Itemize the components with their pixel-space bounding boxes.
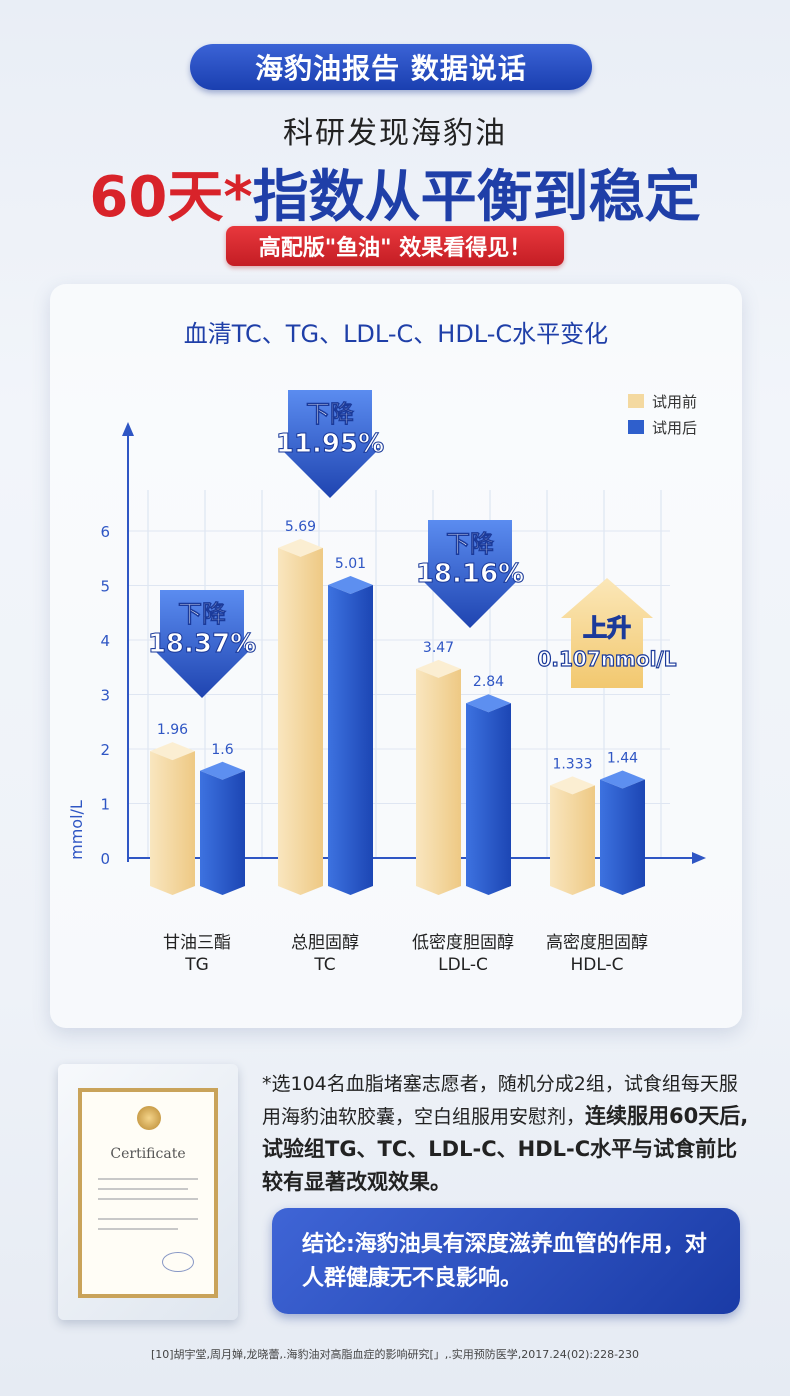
note-part1: *选104名血脂堵塞志愿者，随机分成2组，试食组每天服用海豹油软胶囊，空白组服用… <box>262 1073 738 1128</box>
cert-text-line <box>98 1188 188 1190</box>
category-code: HDL-C <box>570 955 623 975</box>
headline-days: 60天* <box>89 165 253 230</box>
legend-label: 试用后 <box>652 419 697 437</box>
bar-before <box>416 668 461 895</box>
annotation-title: 下降 <box>446 530 495 558</box>
annotation-value: 18.37% <box>148 629 256 659</box>
y-tick-label: 6 <box>100 523 110 541</box>
data-label: 1.44 <box>607 751 638 767</box>
annotation-value: 18.16% <box>416 559 524 589</box>
medal-icon <box>137 1106 161 1130</box>
headline: 60天*指数从平衡到稳定 <box>0 152 790 233</box>
data-label: 5.69 <box>285 519 316 535</box>
category-label: 高密度胆固醇 <box>546 933 648 953</box>
category-code: TC <box>313 955 335 975</box>
certificate-paper: Certificate <box>78 1088 218 1298</box>
data-label: 1.96 <box>157 722 188 738</box>
bar-after <box>466 703 511 895</box>
data-label: 1.6 <box>211 742 233 758</box>
subtitle: 科研发现海豹油 <box>283 116 507 151</box>
y-tick-label: 3 <box>100 687 110 705</box>
legend-label: 试用前 <box>652 393 697 411</box>
certificate-frame: Certificate <box>58 1064 238 1320</box>
bar-before <box>550 785 595 895</box>
data-label: 2.84 <box>473 674 504 690</box>
note-part2: 连续服用60天后,试验组TG、TC、LDL-C、HDL-C水平与试食前比较有显著… <box>262 1104 749 1194</box>
annotation-title: 上升 <box>583 614 631 642</box>
study-note: *选104名血脂堵塞志愿者，随机分成2组，试食组每天服用海豹油软胶囊，空白组服用… <box>262 1068 752 1199</box>
y-tick-label: 4 <box>100 632 110 650</box>
category-label: 总胆固醇 <box>291 933 359 953</box>
annotation-title: 下降 <box>306 400 355 428</box>
y-tick-label: 2 <box>100 741 110 759</box>
y-tick-label: 1 <box>100 796 110 814</box>
down-arrow-icon <box>420 520 520 628</box>
down-arrow-icon <box>280 390 380 498</box>
x-axis-arrow <box>692 852 706 864</box>
certificate-title: Certificate <box>110 1146 186 1162</box>
category-label: 低密度胆固醇 <box>412 933 514 953</box>
annotation-title: 下降 <box>178 600 227 628</box>
report-banner: 海豹油报告 数据说话 <box>190 44 592 90</box>
category-code: LDL-C <box>438 955 488 975</box>
data-label: 3.47 <box>423 640 454 656</box>
cert-text-line <box>98 1228 178 1230</box>
bar-after <box>328 584 373 895</box>
y-tick-label: 5 <box>100 578 110 596</box>
legend-swatch <box>628 420 644 434</box>
up-arrow-icon <box>561 578 653 688</box>
seal-icon <box>162 1252 194 1272</box>
category-code: TG <box>184 955 209 975</box>
cert-text-line <box>98 1178 198 1180</box>
annotation-value: 0.107nmol/L <box>538 647 677 671</box>
chart-title: 血清TC、TG、LDL-C、HDL-C水平变化 <box>183 320 609 348</box>
annotation-value: 11.95% <box>276 429 384 459</box>
y-axis-label: mmol/L <box>67 800 86 860</box>
cert-text-line <box>98 1198 198 1200</box>
category-label: 甘油三酯 <box>163 933 231 953</box>
effect-pill: 高配版"鱼油" 效果看得见！ <box>226 226 564 266</box>
down-arrow-icon <box>152 590 252 698</box>
cert-text-line <box>98 1218 198 1220</box>
y-axis-arrow <box>122 422 134 436</box>
bar-after <box>600 779 645 895</box>
bar-before <box>278 547 323 895</box>
data-label: 5.01 <box>335 556 366 572</box>
headline-main: 指数从平衡到稳定 <box>252 165 701 230</box>
bar-before <box>150 751 195 895</box>
data-label: 1.333 <box>552 756 592 772</box>
legend-swatch <box>628 394 644 408</box>
conclusion-box: 结论:海豹油具有深度滋养血管的作用，对人群健康无不良影响。 <box>272 1208 740 1314</box>
reference: [10]胡宇堂,周月婵,龙晓蕾,.海豹油对高脂血症的影响研究[」,.实用预防医学… <box>150 1348 640 1361</box>
y-tick-label: 0 <box>100 850 110 868</box>
bar-after <box>200 770 245 895</box>
